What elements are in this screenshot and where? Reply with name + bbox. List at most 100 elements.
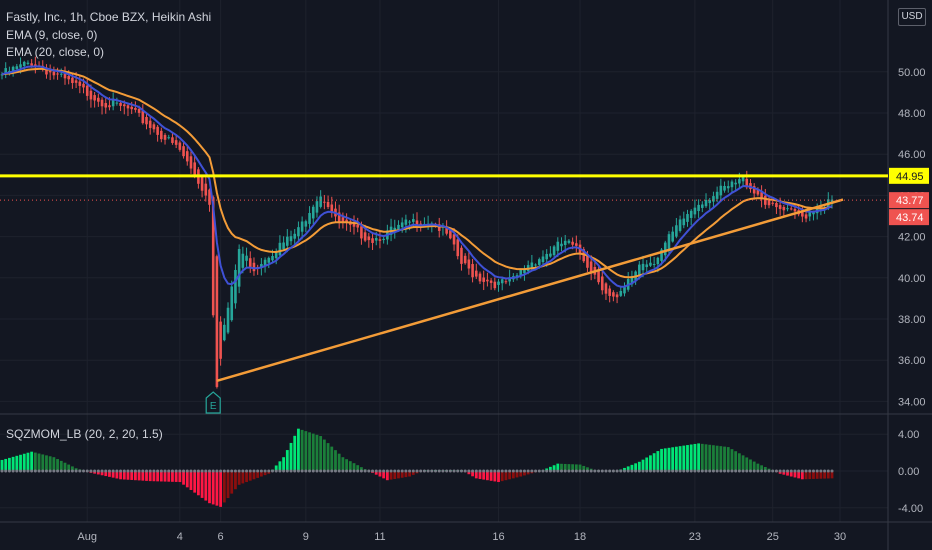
squeeze-dot — [434, 469, 438, 473]
momentum-bar — [493, 471, 497, 482]
momentum-bar — [741, 455, 745, 471]
candle-body — [575, 243, 578, 246]
candle-body — [623, 286, 626, 294]
momentum-bar — [508, 471, 512, 480]
momentum-bar — [515, 471, 519, 478]
squeeze-dot — [326, 469, 330, 473]
event-marker[interactable]: E — [205, 391, 221, 414]
momentum-bar — [178, 471, 182, 483]
squeeze-dot — [726, 469, 730, 473]
squeeze-dot — [170, 469, 174, 473]
candle-body — [22, 61, 26, 66]
momentum-tick-label: -4.00 — [898, 503, 923, 515]
candle-body — [478, 273, 482, 282]
squeeze-dot — [708, 469, 712, 473]
candle-body — [293, 233, 297, 239]
candle-body — [26, 62, 30, 64]
momentum-bar — [259, 471, 263, 477]
candle-body — [782, 207, 786, 211]
candle-body — [323, 201, 326, 203]
squeeze-dot — [159, 469, 163, 473]
squeeze-dot — [374, 469, 378, 473]
momentum-bar — [22, 453, 26, 471]
candle-body — [97, 97, 100, 102]
squeeze-dot — [459, 469, 463, 473]
squeeze-dot — [478, 469, 482, 473]
momentum-bar — [204, 471, 208, 501]
squeeze-dot — [289, 469, 293, 473]
squeeze-dot — [4, 469, 8, 473]
candle-body — [234, 269, 237, 304]
candle-body — [486, 279, 489, 282]
squeeze-dot — [11, 469, 15, 473]
squeeze-dot — [311, 469, 315, 473]
time-tick-label: 16 — [492, 531, 504, 543]
candle-body — [500, 279, 504, 284]
momentum-bar — [782, 471, 786, 475]
squeeze-dot — [534, 469, 538, 473]
momentum-bar — [548, 466, 552, 471]
price-tag-bg — [889, 209, 929, 226]
momentum-bar — [786, 471, 789, 476]
momentum-bar — [823, 471, 826, 479]
candle-body — [45, 67, 48, 75]
momentum-bar — [37, 453, 41, 471]
candle-body — [182, 146, 185, 157]
squeeze-dot — [497, 469, 501, 473]
squeeze-dot — [493, 469, 497, 473]
momentum-bar — [48, 456, 52, 471]
squeeze-dot — [719, 469, 723, 473]
squeeze-dot — [15, 469, 19, 473]
momentum-bar — [0, 459, 4, 471]
momentum-bar — [734, 451, 738, 471]
momentum-bar — [304, 431, 308, 471]
squeeze-dot — [300, 469, 304, 473]
candle-body — [819, 207, 823, 211]
squeeze-dot — [541, 469, 545, 473]
momentum-bar — [526, 471, 530, 475]
candle-body — [337, 212, 341, 222]
momentum-bar — [649, 455, 652, 471]
squeeze-dot — [797, 469, 801, 473]
candle-body — [686, 214, 689, 222]
squeeze-dot — [285, 469, 289, 473]
ema20-legend[interactable]: EMA (20, close, 0) — [6, 45, 105, 59]
currency-button[interactable]: USD — [898, 8, 926, 26]
squeeze-dot — [270, 469, 274, 473]
squeeze-dot — [241, 469, 245, 473]
ema9-legend[interactable]: EMA (9, close, 0) — [6, 28, 98, 42]
indicator-legend[interactable]: SQZMOM_LB (20, 2, 20, 1.5) — [6, 427, 163, 441]
momentum-bar — [382, 471, 386, 479]
momentum-bar — [378, 471, 382, 477]
momentum-bar — [563, 463, 567, 471]
momentum-bar — [152, 471, 156, 482]
candle-body — [801, 212, 804, 217]
squeeze-dot — [811, 469, 815, 473]
momentum-bar — [556, 463, 560, 471]
candle-body — [85, 85, 89, 96]
candle-body — [52, 71, 56, 76]
squeeze-dot — [337, 469, 341, 473]
momentum-bar — [248, 471, 252, 481]
candle-body — [519, 269, 523, 277]
squeeze-dot — [463, 469, 467, 473]
momentum-bar — [263, 471, 267, 476]
squeeze-dot — [7, 469, 11, 473]
momentum-bar — [360, 467, 363, 471]
momentum-bar — [763, 467, 767, 471]
ema9-line — [1, 65, 833, 288]
momentum-bar — [293, 435, 297, 471]
squeeze-dot — [819, 469, 823, 473]
momentum-bar — [196, 471, 200, 496]
momentum-bar — [52, 457, 56, 471]
momentum-bar — [319, 436, 323, 471]
candle-body — [278, 242, 282, 256]
squeeze-dot — [182, 469, 186, 473]
squeeze-dot — [441, 469, 445, 473]
candle-body — [437, 224, 441, 231]
squeeze-dot — [530, 469, 534, 473]
momentum-bar — [626, 466, 630, 471]
momentum-bar — [245, 471, 248, 483]
momentum-bar — [348, 461, 352, 471]
